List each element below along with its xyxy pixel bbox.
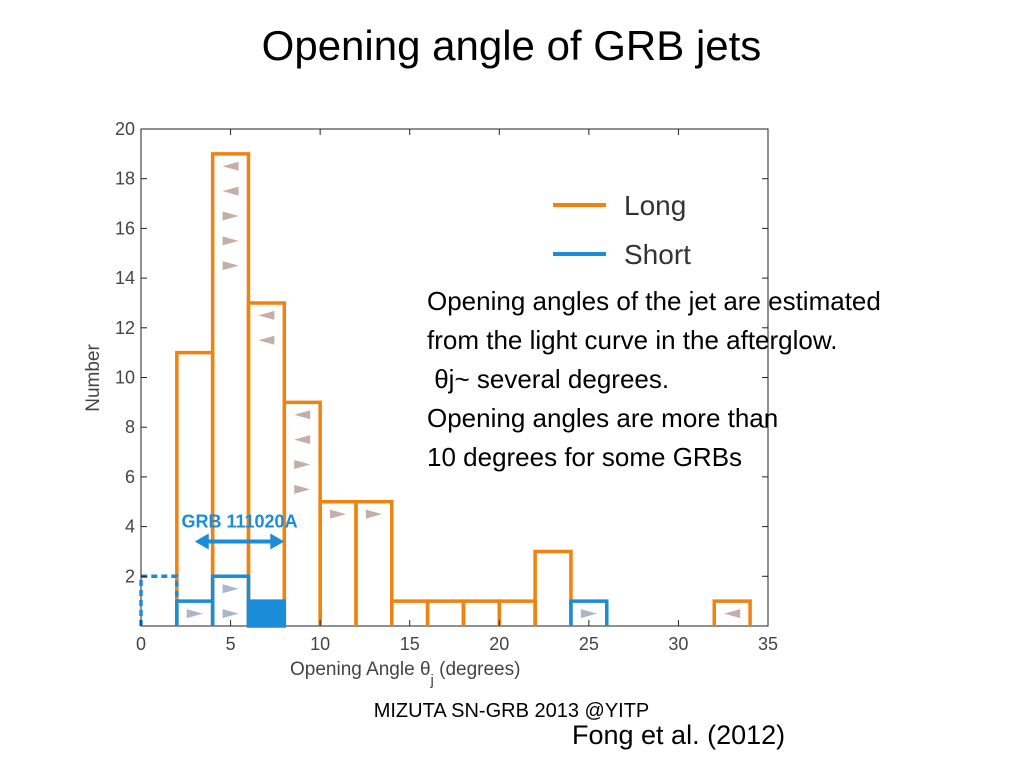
legend-label-short: Short [624,239,691,270]
note-line-5: 10 degrees for some GRBs [427,442,743,472]
annotation-label: GRB 111020A [181,512,297,532]
legend-label-long: Long [624,190,686,221]
long-bars [175,152,752,626]
limit-arrow-right [222,236,239,246]
citation: Fong et al. (2012) [572,720,786,750]
y-tick-label: 20 [115,119,135,139]
annotation-arrowhead-right [270,533,285,550]
limit-arrow-right [294,484,311,494]
y-tick-label: 8 [125,417,135,437]
y-tick-label: 4 [125,517,135,537]
y-tick-label: 6 [125,467,135,487]
limit-arrow-left [258,335,275,345]
y-tick-label: 14 [115,268,135,288]
y-tick-label: 18 [115,169,135,189]
x-tick-label: 20 [489,634,509,654]
grb-annotation: GRB 111020A [181,512,298,550]
limit-arrow-left [294,410,311,420]
x-axis-label-suffix: (degrees) [434,659,521,680]
limit-arrow-left [222,161,239,171]
limit-arrow-left [294,435,311,445]
short-bar [569,599,609,626]
x-axis-label-main: Opening Angle θ [290,659,431,680]
x-tick-label: 15 [400,634,420,654]
short-bars [139,574,609,628]
limit-arrows [186,161,741,619]
annotation-arrowhead-left [194,533,209,550]
long-bar [354,500,394,626]
limit-arrow-right [222,261,239,271]
long-bar [533,549,573,626]
footer: MIZUTA SN-GRB 2013 @YITP [373,700,650,722]
note-line-4: Opening angles are more than [427,403,779,433]
limit-arrow-left [222,186,239,196]
x-tick-label: 5 [226,634,236,654]
x-tick-label: 0 [136,634,146,654]
y-tick-label: 12 [115,318,135,338]
x-axis-label-sub: j [430,672,434,689]
x-tick-label: 30 [668,634,688,654]
note-line-1: Opening angles of the jet are estimated [427,286,881,316]
y-tick-label: 16 [115,218,135,238]
limit-arrow-right [294,459,311,469]
x-tick-label: 10 [310,634,330,654]
x-tick-label: 25 [579,634,599,654]
x-tick-label: 35 [758,634,778,654]
slide-title: Opening angle of GRB jets [261,22,762,69]
limit-arrow-left [258,310,275,320]
short-bar [246,599,287,628]
limit-arrow-right [222,211,239,221]
y-tick-label: 10 [115,368,135,388]
note-line-2: from the light curve in the afterglow. [427,325,838,355]
limit-arrow-right [222,609,239,619]
limit-arrow-right [330,509,347,519]
legend: Long Short [553,190,691,270]
limit-arrow-right [222,584,239,594]
note-line-3: θj~ several degrees. [427,364,670,394]
x-axis-label: Opening Angle θj (degrees) [290,659,520,689]
explanation-text: Opening angles of the jet are estimated … [427,282,881,477]
y-tick-label: 2 [125,566,135,586]
limit-arrow-left [724,609,741,619]
limit-arrow-right [365,509,382,519]
limit-arrow-right [580,609,597,619]
y-axis-label: Number [83,344,104,412]
long-bar [712,599,752,626]
axis-ticks: 0 5 10 15 20 25 30 35 2 4 6 8 10 12 14 16 18 20 [115,119,778,654]
limit-arrow-right [186,609,203,619]
